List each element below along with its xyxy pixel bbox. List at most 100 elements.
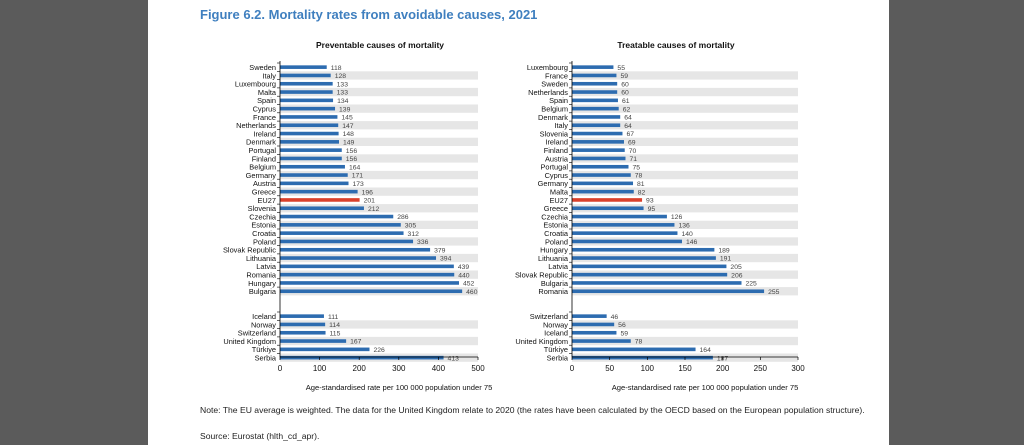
preventable-bar [280,314,324,318]
preventable-value-label: 164 [349,164,361,171]
treatable-bar [572,123,621,128]
treatable-bar [572,289,765,294]
treatable-x-tick-label: 300 [791,364,805,373]
preventable-bar [280,98,334,103]
treatable-value-label: 59 [620,330,628,337]
preventable-value-label: 114 [329,322,340,329]
treatable-value-label: 136 [678,222,690,229]
treatable-category-label: Greece [544,204,568,213]
treatable-value-label: 225 [746,281,758,288]
treatable-category-label: Belgium [541,104,568,113]
treatable-category-label: Slovak Republic [515,270,568,279]
preventable-bar [280,181,349,186]
preventable-value-label: 167 [350,339,362,346]
treatable-value-label: 75 [633,164,641,171]
preventable-bar [280,140,340,144]
preventable-value-label: 226 [373,347,385,354]
preventable-category-label: Greece [252,187,276,196]
preventable-x-tick-label: 400 [432,364,446,373]
treatable-value-label: 62 [623,106,631,113]
preventable-value-label: 111 [328,314,339,321]
treatable-value-label: 61 [622,98,630,105]
preventable-bar [280,90,333,94]
preventable-value-label: 201 [364,198,376,205]
treatable-x-tick-label: 0 [570,364,575,373]
treatable-value-label: 67 [626,131,634,138]
preventable-row-band [280,170,478,180]
preventable-category-label: Netherlands [236,121,276,130]
preventable-value-label: 286 [397,214,409,221]
treatable-row-band [572,204,798,213]
treatable-value-label: 191 [720,256,732,263]
preventable-value-label: 413 [448,355,460,362]
preventable-bar [280,339,347,343]
preventable-value-label: 394 [440,256,452,263]
treatable-value-label: 146 [686,239,698,246]
treatable-category-label: Poland [545,237,568,246]
treatable-category-label: Netherlands [528,88,568,97]
preventable-category-label: Cyprus [253,104,277,113]
preventable-category-label: Spain [257,96,276,105]
treatable-bar [572,65,614,69]
preventable-x-tick-label: 300 [392,364,406,373]
treatable-category-label: Türkiye [544,345,568,354]
preventable-row-band [280,87,478,97]
treatable-row-band [572,154,798,163]
preventable-value-label: 460 [466,289,478,296]
preventable-category-label: Finland [252,154,276,163]
treatable-category-label: Ireland [545,138,568,147]
preventable-bar [280,173,348,177]
treatable-bar [572,181,634,186]
treatable-value-label: 164 [700,347,712,354]
preventable-x-tick-label: 200 [353,364,367,373]
treatable-x-tick-label: 250 [754,364,768,373]
treatable-value-label: 78 [635,173,643,180]
preventable-bar [280,330,326,335]
treatable-category-label: Czechia [541,212,569,221]
treatable-value-label: 70 [629,148,637,155]
document-page: Figure 6.2. Mortality rates from avoidab… [148,0,889,445]
preventable-value-label: 156 [346,148,358,155]
treatable-value-label: 71 [629,156,637,163]
treatable-row-band [572,87,798,97]
treatable-value-label: 93 [646,198,654,205]
treatable-bar [572,90,618,94]
treatable-row-band [572,71,798,80]
preventable-value-label: 156 [346,156,358,163]
preventable-value-label: 171 [352,173,364,180]
preventable-category-label: Luxembourg [235,80,276,89]
preventable-value-label: 145 [341,115,353,122]
preventable-value-label: 147 [342,123,354,130]
preventable-bar [280,206,364,211]
treatable-category-label: EU27 [550,196,569,205]
preventable-value-label: 312 [408,231,420,238]
preventable-category-label: Norway [251,320,276,329]
treatable-bar [572,214,667,219]
treatable-category-label: Bulgaria [541,279,569,288]
preventable-value-label: 118 [331,65,342,72]
preventable-bar [280,65,327,69]
treatable-category-label: Germany [538,179,569,188]
treatable-category-label: Cyprus [545,171,569,180]
treatable-row-band [572,187,798,196]
treatable-category-label: Romania [538,287,568,296]
preventable-x-tick-label: 500 [471,364,485,373]
preventable-x-tick-label: 0 [278,364,283,373]
preventable-bar-highlight [280,198,360,202]
preventable-bar [280,164,345,169]
preventable-value-label: 173 [353,181,365,188]
preventable-value-label: 133 [337,81,349,88]
preventable-category-label: Italy [262,71,276,80]
treatable-category-label: Serbia [547,353,569,362]
preventable-category-label: Slovak Republic [223,246,276,255]
treatable-bar [572,281,742,285]
preventable-bar [280,281,459,285]
preventable-value-label: 439 [458,264,470,271]
treatable-bar [572,347,696,352]
treatable-bar [572,206,644,211]
treatable-value-label: 64 [624,115,632,122]
preventable-row-band [280,336,478,346]
treatable-row-band [572,121,798,130]
preventable-value-label: 134 [337,98,349,105]
treatable-bar [572,81,618,86]
